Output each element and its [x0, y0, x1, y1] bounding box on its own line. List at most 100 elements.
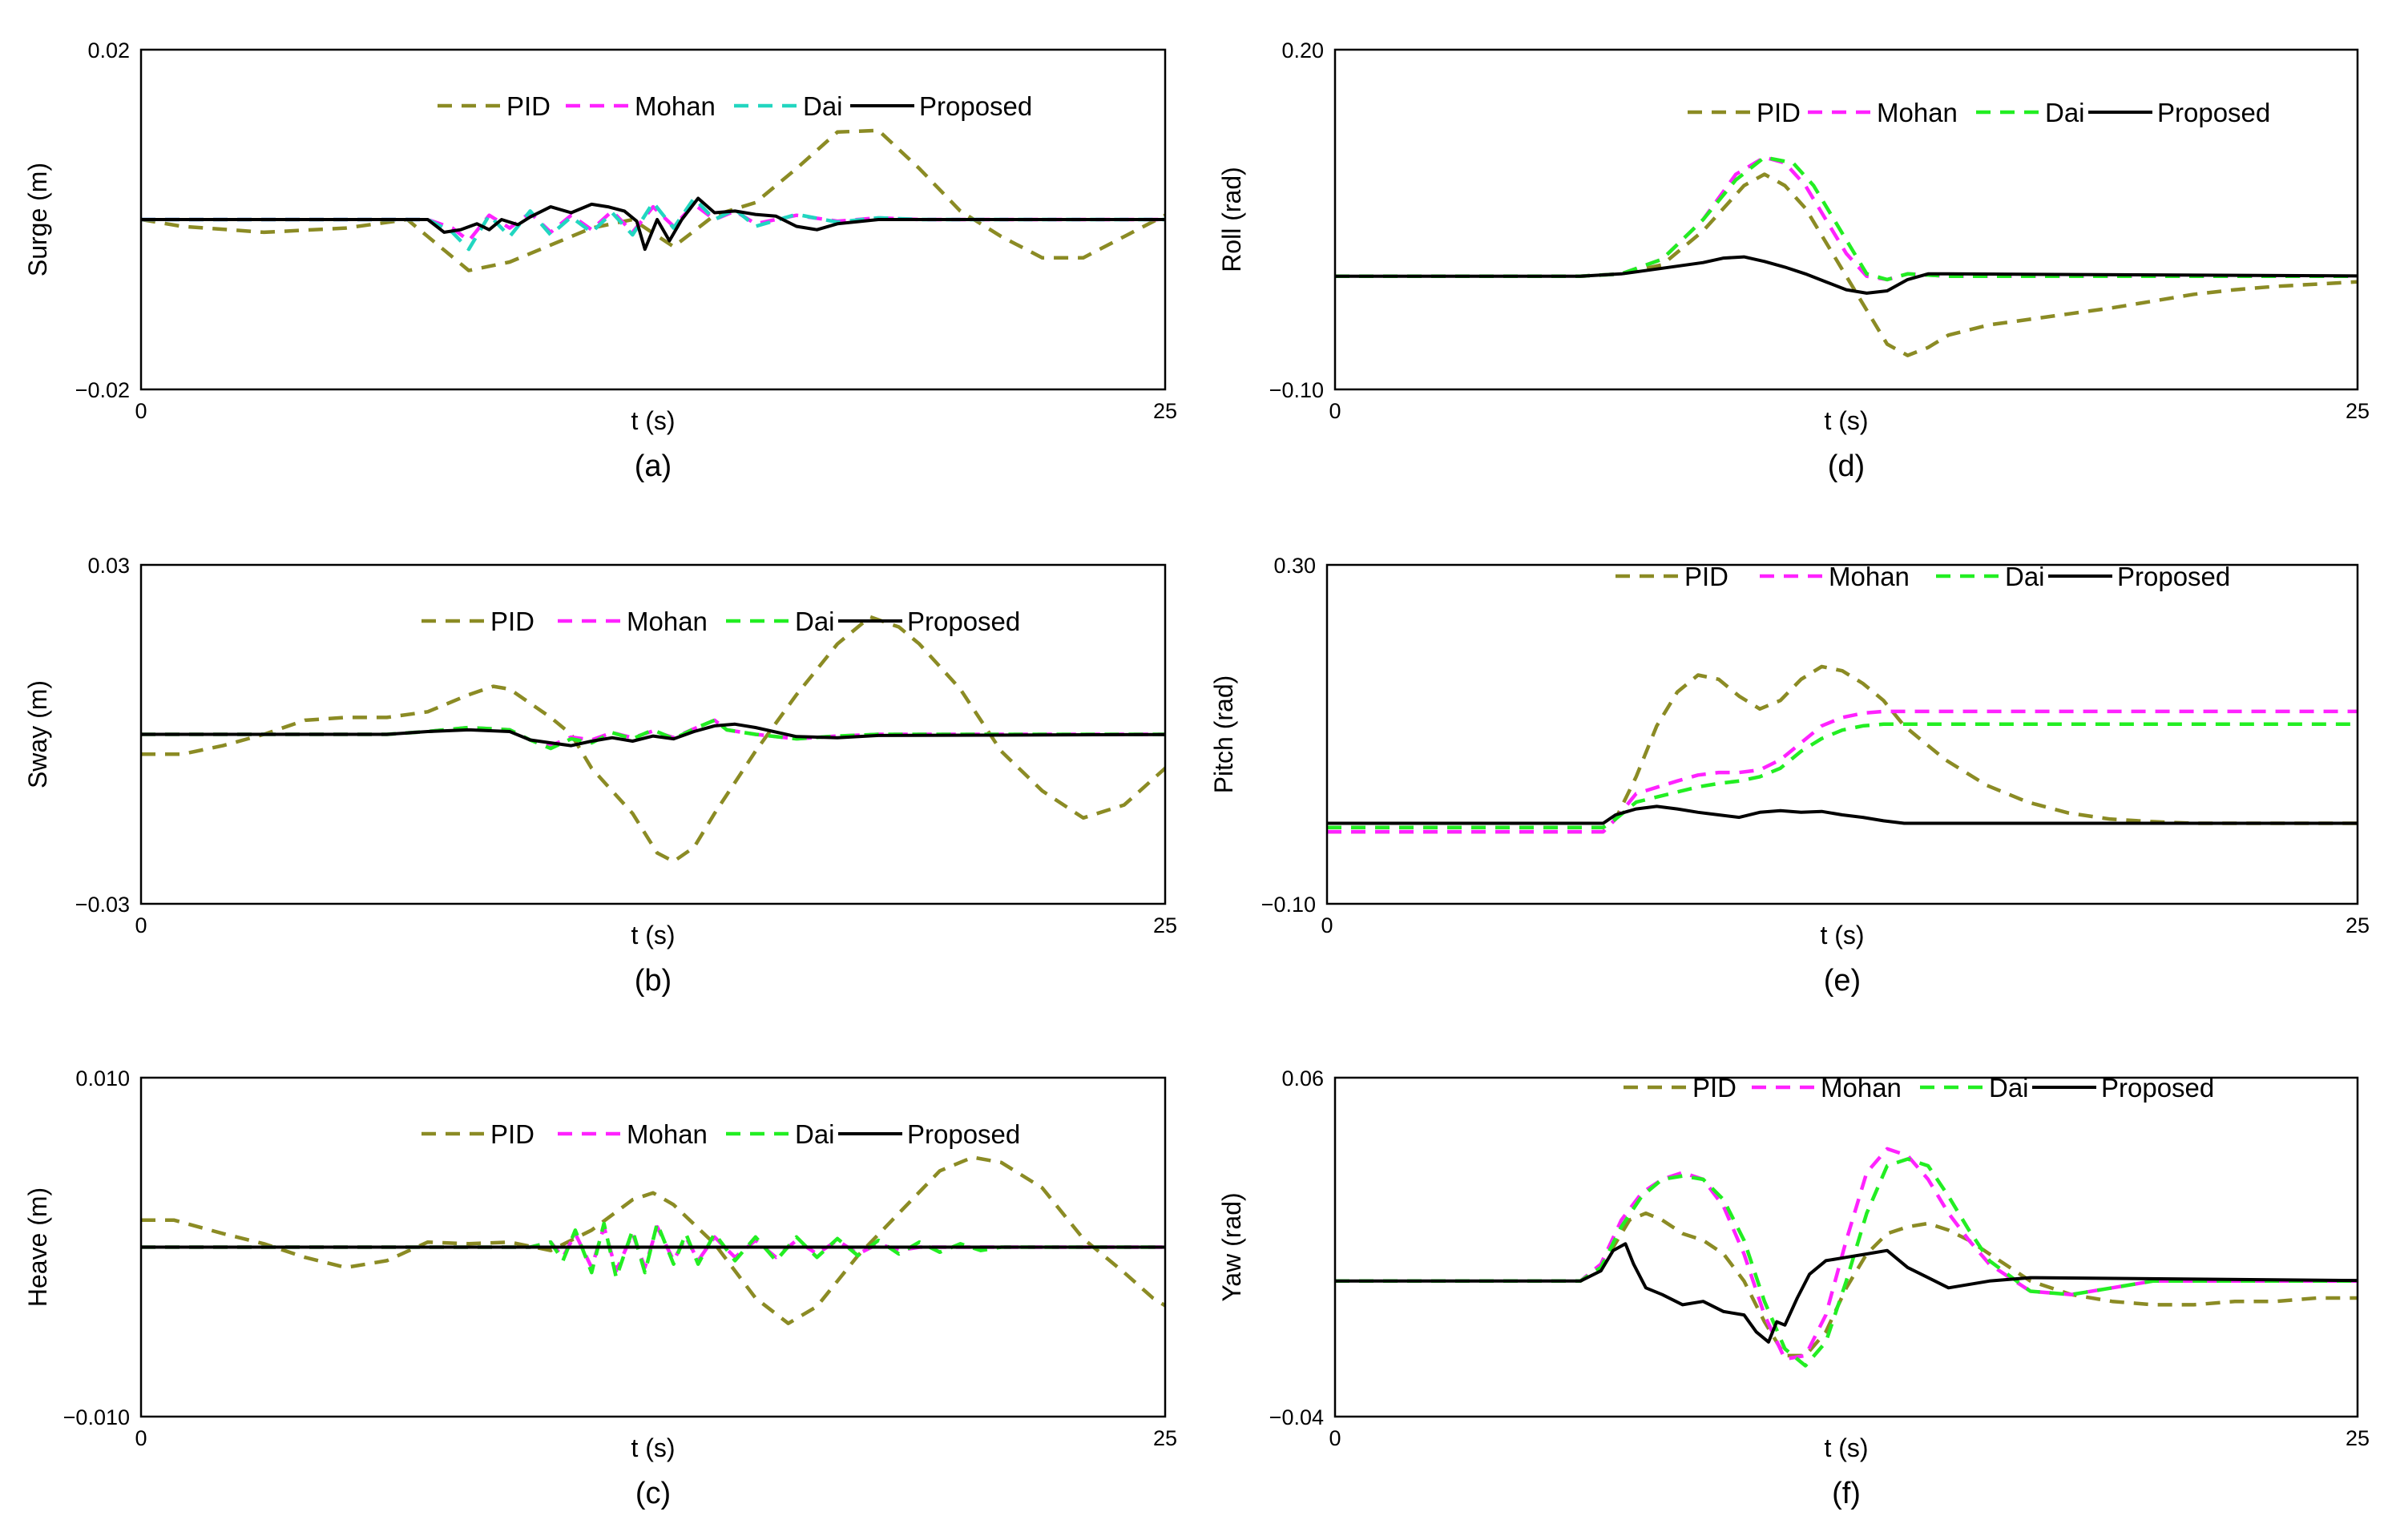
legend-label: Dai	[795, 607, 835, 636]
y-axis-label: Yaw (rad)	[1217, 1192, 1246, 1301]
y-tick-bottom: −0.10	[1261, 893, 1316, 917]
legend-item-mohan: Mohan	[1808, 98, 1958, 127]
legend-label: Dai	[2045, 98, 2085, 127]
x-tick-start: 0	[135, 913, 147, 937]
series-line-mohan	[141, 1224, 1165, 1273]
y-tick-bottom: −0.04	[1269, 1405, 1324, 1429]
y-tick-bottom: −0.010	[63, 1405, 130, 1429]
panel-caption: (b)	[635, 964, 672, 998]
x-tick-end: 25	[1153, 399, 1177, 423]
legend-item-dai: Dai	[1976, 98, 2085, 127]
x-axis-label: t (s)	[631, 1433, 675, 1462]
series-line-pid	[141, 615, 1165, 864]
series-line-proposed	[1327, 804, 2358, 825]
x-tick-start: 0	[1321, 913, 1333, 937]
legend-label: Dai	[1989, 1073, 2029, 1103]
panel-f: 0.06 −0.040 25 t (s) Yaw (rad) (f) PID Mohan Dai…	[1217, 1066, 2370, 1510]
legend-label: Dai	[803, 91, 843, 121]
x-axis-label: t (s)	[1824, 406, 1868, 435]
panel-e: 0.30 −0.100 25 t (s) Pitch (rad) (e) PID Mohan D…	[1209, 554, 2370, 998]
legend-item-proposed: Proposed	[838, 1119, 1020, 1149]
x-tick-start: 0	[1329, 1426, 1341, 1450]
x-tick-end: 25	[2346, 1426, 2370, 1450]
series-line-mohan	[1335, 155, 2358, 282]
series-line-dai	[1327, 722, 2358, 830]
legend-item-dai: Dai	[726, 607, 835, 636]
x-tick-end: 25	[2346, 913, 2370, 937]
legend-item-pid: PID	[422, 1119, 534, 1149]
legend-item-proposed: Proposed	[2032, 1073, 2214, 1103]
series-line-dai	[141, 718, 1165, 751]
series-line-proposed	[1335, 255, 2358, 295]
y-tick-bottom: −0.10	[1269, 378, 1324, 402]
legend-item-dai: Dai	[726, 1119, 835, 1149]
y-tick-top: 0.02	[87, 38, 130, 62]
legend-item-mohan: Mohan	[558, 607, 708, 636]
legend-item-dai: Dai	[1936, 562, 2045, 591]
panel-caption: (f)	[1832, 1477, 1861, 1510]
x-tick-start: 0	[135, 1426, 147, 1450]
x-tick-end: 25	[1153, 1426, 1177, 1450]
legend-item-pid: PID	[438, 91, 551, 121]
x-tick-start: 0	[1329, 399, 1341, 423]
legend-label: Mohan	[635, 91, 716, 121]
panel-a: 0.02 −0.020 25 t (s) Surge (m) (a) PID Mohan Dai…	[23, 38, 1177, 483]
panel-caption: (a)	[635, 450, 672, 483]
legend-label: Proposed	[919, 91, 1032, 121]
legend-label: Proposed	[907, 1119, 1020, 1149]
series-line-proposed	[1335, 1242, 2358, 1344]
panel-caption: (e)	[1824, 964, 1861, 998]
legend-item-proposed: Proposed	[2048, 562, 2230, 591]
plot-frame	[139, 48, 1167, 391]
legend-label: PID	[1684, 562, 1728, 591]
legend-item-proposed: Proposed	[850, 91, 1032, 121]
y-tick-top: 0.010	[75, 1066, 130, 1090]
series-line-dai	[141, 196, 1165, 252]
series-line-mohan	[1327, 709, 2358, 834]
legend-label: PID	[490, 607, 534, 636]
y-tick-top: 0.20	[1281, 38, 1324, 62]
series-line-dai	[141, 1221, 1165, 1280]
legend-label: Mohan	[1829, 562, 1910, 591]
legend-label: Proposed	[907, 607, 1020, 636]
y-axis-label: Sway (m)	[23, 680, 52, 788]
x-tick-end: 25	[2346, 399, 2370, 423]
legend-item-proposed: Proposed	[2088, 98, 2270, 127]
legend-item-mohan: Mohan	[1760, 562, 1910, 591]
series-line-mohan	[141, 202, 1165, 243]
x-axis-label: t (s)	[631, 406, 675, 435]
legend-label: PID	[1757, 98, 1801, 127]
y-tick-top: 0.30	[1273, 554, 1316, 578]
series-line-pid	[141, 128, 1165, 272]
legend-label: Mohan	[1877, 98, 1958, 127]
legend-label: PID	[1692, 1073, 1736, 1103]
series-line-pid	[141, 1155, 1165, 1325]
plot-frame	[1333, 48, 2359, 391]
y-axis-label: Surge (m)	[23, 163, 52, 276]
plot-frame	[1333, 1076, 2359, 1418]
legend-label: Dai	[795, 1119, 835, 1149]
series-line-pid	[1335, 172, 2358, 357]
legend-label: Mohan	[627, 1119, 708, 1149]
legend-label: Proposed	[2157, 98, 2270, 127]
panel-caption: (c)	[635, 1477, 671, 1510]
panel-d: 0.20 −0.100 25 t (s) Roll (rad) (d) PID Mohan Da…	[1217, 38, 2370, 483]
legend-label: PID	[506, 91, 551, 121]
y-tick-bottom: −0.03	[75, 893, 130, 917]
panel-b: 0.03 −0.030 25 t (s) Sway (m) (b) PID Mohan Dai P…	[23, 554, 1177, 998]
series-line-dai	[1335, 1157, 2358, 1368]
legend-label: Proposed	[2117, 562, 2230, 591]
x-axis-label: t (s)	[1820, 921, 1864, 949]
legend-label: Proposed	[2101, 1073, 2214, 1103]
y-tick-top: 0.03	[87, 554, 130, 578]
y-tick-bottom: −0.02	[75, 378, 130, 402]
legend-item-mohan: Mohan	[558, 1119, 708, 1149]
legend-item-dai: Dai	[1920, 1073, 2029, 1103]
legend-item-pid: PID	[1624, 1073, 1736, 1103]
x-tick-end: 25	[1153, 913, 1177, 937]
legend-item-pid: PID	[1615, 562, 1728, 591]
x-tick-start: 0	[135, 399, 147, 423]
series-line-pid	[1335, 1211, 2358, 1358]
legend-label: Dai	[2005, 562, 2045, 591]
